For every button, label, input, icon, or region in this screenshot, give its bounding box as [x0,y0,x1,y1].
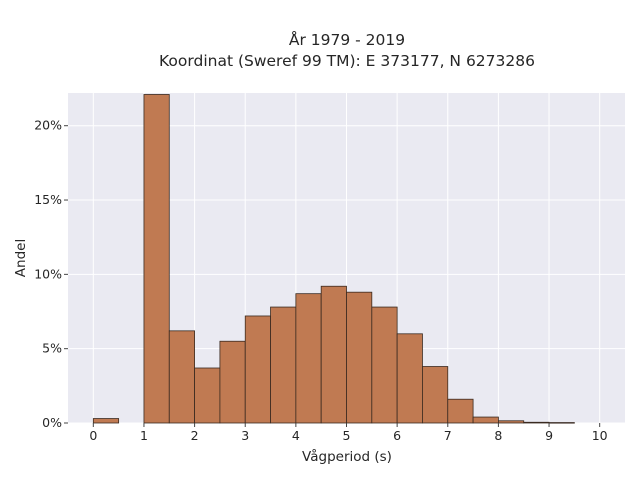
axis-ticks: 0 1 2 3 4 5 6 7 8 9 10 0% 5% 10% 15% 20% [34,118,607,443]
x-tick-label: 6 [393,428,401,443]
histogram-bar [346,291,373,424]
histogram-bar [295,293,322,424]
histogram-bar [92,418,120,424]
histogram-bar [194,367,221,424]
bars [92,94,575,424]
x-tick-label: 8 [494,428,502,443]
y-tick-label: 0% [42,415,62,430]
histogram-bar [371,306,398,424]
histogram-bar [244,315,271,424]
x-tick-label: 9 [545,428,553,443]
histogram-bar [320,285,347,424]
chart-title-line-1: År 1979 - 2019 [289,30,405,49]
histogram-bar [523,421,550,424]
y-axis-label: Andel [13,239,29,277]
x-tick-label: 0 [89,428,97,443]
x-tick-label: 2 [191,428,199,443]
x-tick-label: 1 [140,428,148,443]
histogram-bar [472,416,499,424]
y-tick-label: 15% [34,192,62,207]
histogram-bar [143,94,170,424]
histogram-bar [270,306,297,424]
histogram-bar [422,366,449,424]
x-axis-label: Vågperiod (s) [302,448,392,465]
y-tick-label: 20% [34,118,62,133]
histogram-bar [168,330,195,424]
x-tick-label: 3 [241,428,249,443]
x-tick-label: 10 [592,428,608,443]
y-tick-label: 10% [34,266,62,281]
histogram-bar [396,333,423,424]
chart-title-line-2: Koordinat (Sweref 99 TM): E 373177, N 62… [159,52,535,70]
x-tick-label: 5 [343,428,351,443]
histogram-bar [219,340,246,424]
histogram-bar [447,398,474,424]
y-tick-label: 5% [42,341,62,356]
histogram-bar [548,422,575,424]
x-tick-label: 4 [292,428,300,443]
histogram-bar [498,420,525,424]
x-tick-label: 7 [444,428,452,443]
